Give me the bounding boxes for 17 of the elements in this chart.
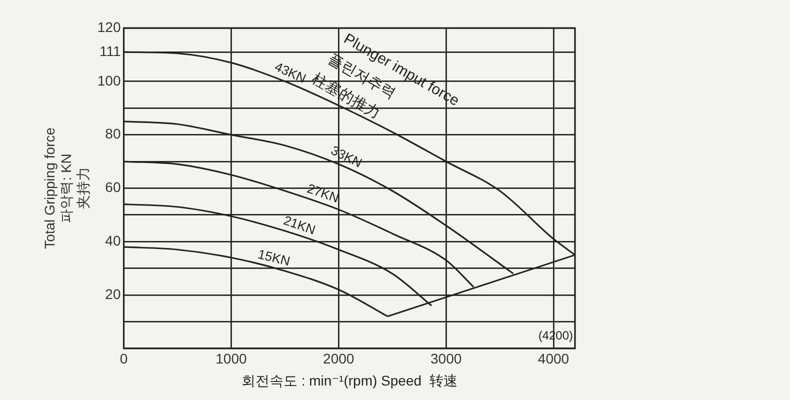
y-tick-label: 111 <box>99 42 121 59</box>
text: 21KN <box>282 212 318 238</box>
y-tick-label: 120 <box>97 18 121 35</box>
y-tick-label: 20 <box>105 286 121 302</box>
text: 15KN <box>256 246 292 269</box>
x-axis-title: 회전속도 : min⁻¹(rpm) Speed 转速 <box>241 372 458 388</box>
text: 43KN <box>272 58 308 86</box>
x-tick-label: 2000 <box>323 350 354 367</box>
y-tick-label: 100 <box>97 72 121 88</box>
y-tick-label: 80 <box>105 126 121 142</box>
y-tick-label: 60 <box>105 179 121 196</box>
x-tick-label: 0 <box>120 350 128 367</box>
y-axis-title: Total Gripping force 파악력: KN 夹持力 <box>41 127 91 249</box>
x-tick-label: 3000 <box>430 350 462 367</box>
x-tick-label: 1000 <box>216 350 247 367</box>
y-tick-label: 40 <box>105 232 121 248</box>
x-tick-label: 4000 <box>538 350 570 367</box>
